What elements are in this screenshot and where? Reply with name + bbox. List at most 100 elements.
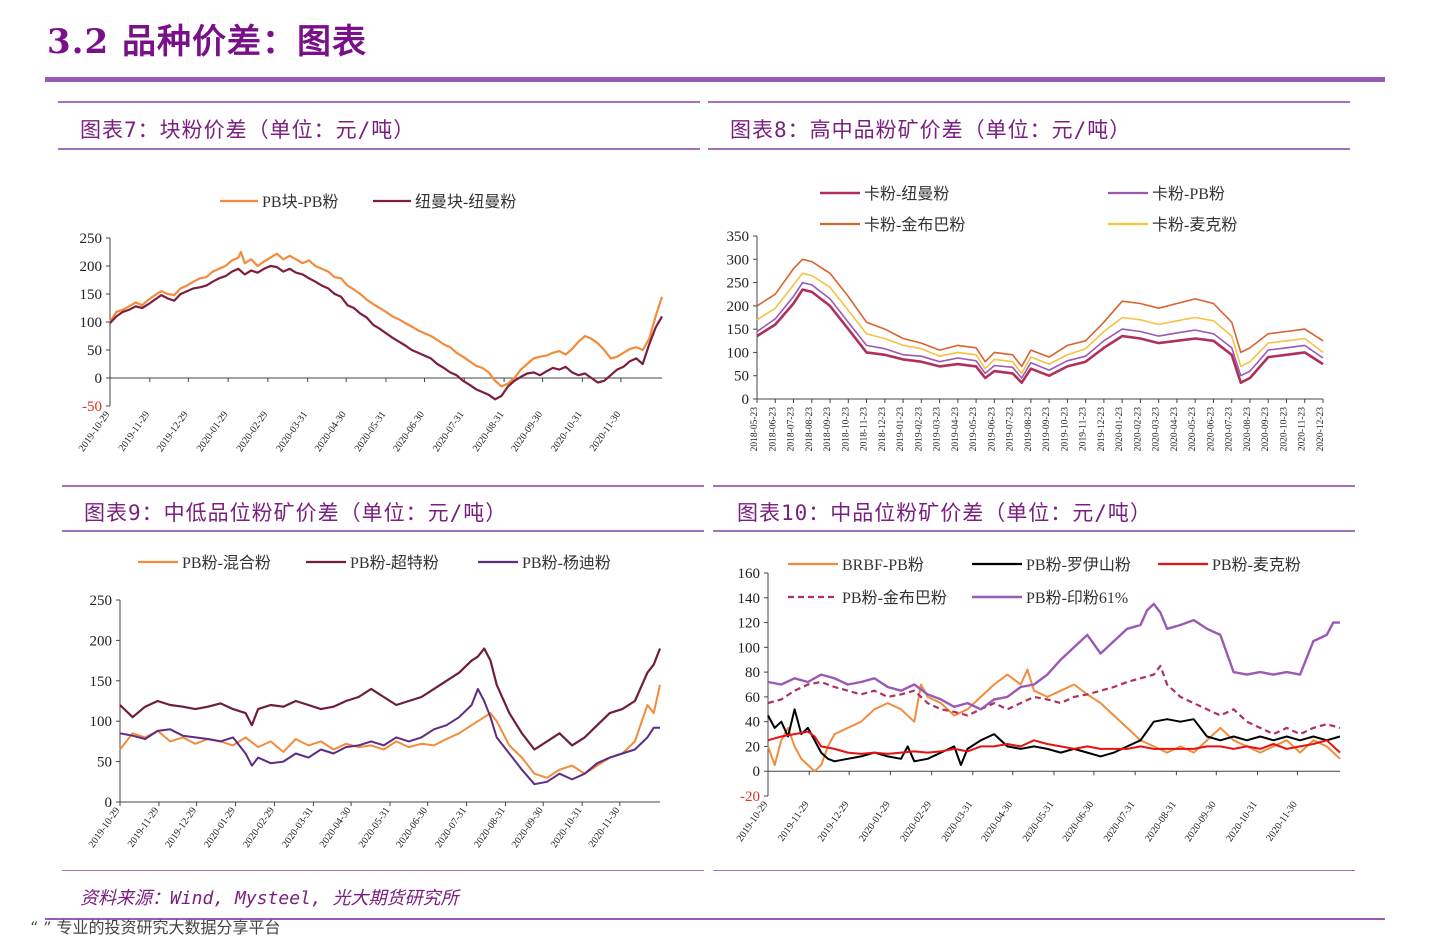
series-line-2 (109, 264, 663, 401)
x-tick-label: 2019-10-23 (1060, 407, 1070, 452)
series-line-2 (767, 708, 1341, 766)
y-tick-label: 50 (97, 755, 112, 771)
page-title: 3.2 品种价差：图表 (47, 22, 367, 62)
y-tick-label: 0 (95, 371, 103, 387)
x-tick-label: 2018-06-23 (768, 407, 778, 452)
legend-label: PB粉-杨迪粉 (522, 554, 611, 572)
source-note: 资料来源：Wind, Mysteel, 光大期货研究所 (80, 888, 459, 909)
x-tick-label: 2020-03-23 (1152, 407, 1162, 452)
x-tick-label: 2019-05-23 (969, 407, 979, 452)
panel-7-top-rule (58, 101, 700, 103)
series-line-3 (756, 258, 1324, 368)
x-tick-label: 2018-07-23 (787, 407, 797, 452)
chart-9: 0 50 100 150 200 250 2019-10-29 2019-11-29 2019-… (87, 554, 662, 850)
x-tick-label: 2019-12-23 (1097, 407, 1107, 452)
x-tick-label: 2019-04-23 (951, 407, 961, 452)
x-tick-label: 2019-03-23 (933, 407, 943, 452)
x-tick-label: 2020-03-31 (280, 805, 316, 850)
panel-7-bottom-rule (58, 148, 700, 150)
x-tick-label: 2020-02-29 (235, 409, 271, 454)
x-tick-label: 2018-12-23 (878, 407, 888, 452)
x-tick-label: 2020-08-31 (471, 409, 507, 454)
y-tick-label: 40 (745, 715, 760, 731)
x-tick-label: 2020-09-30 (509, 409, 545, 454)
x-tick-label: 2020-04-30 (979, 799, 1015, 844)
x-tick-label: 2019-01-23 (896, 407, 906, 452)
series-line-4 (756, 272, 1324, 375)
legend-label: PB粉-印粉61% (1026, 589, 1128, 607)
panel-10-top-rule (713, 485, 1355, 487)
x-tick-label: 2020-07-31 (433, 805, 469, 850)
x-tick-label: 2020-01-29 (195, 409, 231, 454)
y-tick-label: 160 (738, 566, 761, 582)
legend-label: PB粉-混合粉 (182, 554, 271, 572)
y-tick-label: 100 (738, 640, 761, 656)
x-tick-label: 2020-01-29 (202, 805, 238, 850)
x-tick-label: 2018-08-23 (805, 407, 815, 452)
legend-label: PB粉-罗伊山粉 (1026, 556, 1131, 574)
series-line-5 (767, 602, 1340, 711)
x-tick-label: 2020-05-31 (357, 805, 393, 850)
series-line-3 (767, 730, 1341, 755)
y-tick-label: -20 (740, 789, 760, 805)
x-tick-label: 2020-04-30 (318, 805, 354, 850)
x-tick-label: 2019-08-23 (1024, 407, 1034, 452)
x-tick-label: 2020-06-30 (394, 805, 430, 850)
legend-label: PB粉-麦克粉 (1212, 556, 1301, 574)
series-line-2 (119, 647, 662, 751)
x-tick-label: 2020-11-30 (1264, 799, 1300, 843)
chart-8-title: 图表8：高中品粉矿价差（单位：元/吨） (730, 118, 1132, 142)
x-tick-label: 2020-11-30 (588, 409, 624, 453)
x-tick-label: 2019-07-23 (1006, 407, 1016, 452)
y-tick-label: 50 (87, 343, 102, 359)
x-tick-label: 2019-12-29 (163, 805, 199, 850)
y-tick-label: 120 (738, 616, 761, 632)
x-tick-label: 2019-10-29 (77, 409, 113, 454)
panel-9-top-rule (62, 485, 704, 487)
x-tick-label: 2020-12-23 (1316, 407, 1326, 452)
chart-8: 0 50 100 150 200 250 300 350 2018-05-23 2018-06-2… (727, 185, 1327, 452)
x-tick-label: 2020-01-29 (857, 799, 893, 844)
x-tick-label: 2020-11-23 (1298, 407, 1308, 451)
x-tick-label: 2019-10-29 (87, 805, 123, 850)
legend-label: PB块-PB粉 (262, 193, 338, 211)
legend-label: 卡粉-麦克粉 (1152, 216, 1237, 234)
source-rule-left (62, 870, 704, 871)
y-tick-label: 20 (745, 739, 760, 755)
x-tick-label: 2020-04-23 (1170, 407, 1180, 452)
x-tick-label: 2020-06-23 (1206, 407, 1216, 452)
legend-label: 纽曼块-纽曼粉 (415, 193, 516, 211)
x-tick-label: 2020-03-31 (274, 409, 310, 454)
x-tick-label: 2018-09-23 (823, 407, 833, 452)
x-tick-label: 2020-09-23 (1261, 407, 1271, 452)
y-tick-label: 100 (727, 345, 750, 361)
x-tick-label: 2019-12-29 (155, 409, 191, 454)
y-tick-label: 250 (80, 231, 103, 247)
y-tick-label: 200 (80, 259, 103, 275)
x-tick-label: 2019-12-29 (816, 799, 852, 844)
x-tick-label: 2020-05-23 (1188, 407, 1198, 452)
y-tick-label: 200 (727, 299, 750, 315)
legend-label: 卡粉-PB粉 (1152, 185, 1225, 203)
x-tick-label: 2020-07-31 (1102, 799, 1138, 844)
x-tick-label: 2020-08-31 (472, 805, 508, 850)
y-tick-label: 100 (80, 315, 103, 331)
y-tick-label: -50 (82, 399, 102, 415)
x-tick-label: 2020-07-31 (431, 409, 467, 454)
chart-9-title: 图表9：中低品位粉矿价差（单位：元/吨） (84, 501, 508, 525)
series-line-1 (767, 668, 1341, 773)
x-tick-label: 2019-11-29 (126, 805, 162, 849)
x-tick-label: 2019-11-29 (117, 409, 153, 453)
x-tick-label: 2020-08-23 (1243, 407, 1253, 452)
x-tick-label: 2020-01-23 (1115, 407, 1125, 452)
y-tick-label: 350 (727, 229, 750, 245)
chart-7-title: 图表7：块粉价差（单位：元/吨） (80, 118, 416, 142)
legend-label: PB粉-金布巴粉 (842, 589, 947, 607)
y-tick-label: 50 (734, 369, 749, 385)
y-tick-label: 300 (727, 252, 750, 268)
legend-label: BRBF-PB粉 (842, 556, 924, 574)
y-tick-label: 250 (727, 276, 750, 292)
source-rule-right (713, 870, 1355, 871)
